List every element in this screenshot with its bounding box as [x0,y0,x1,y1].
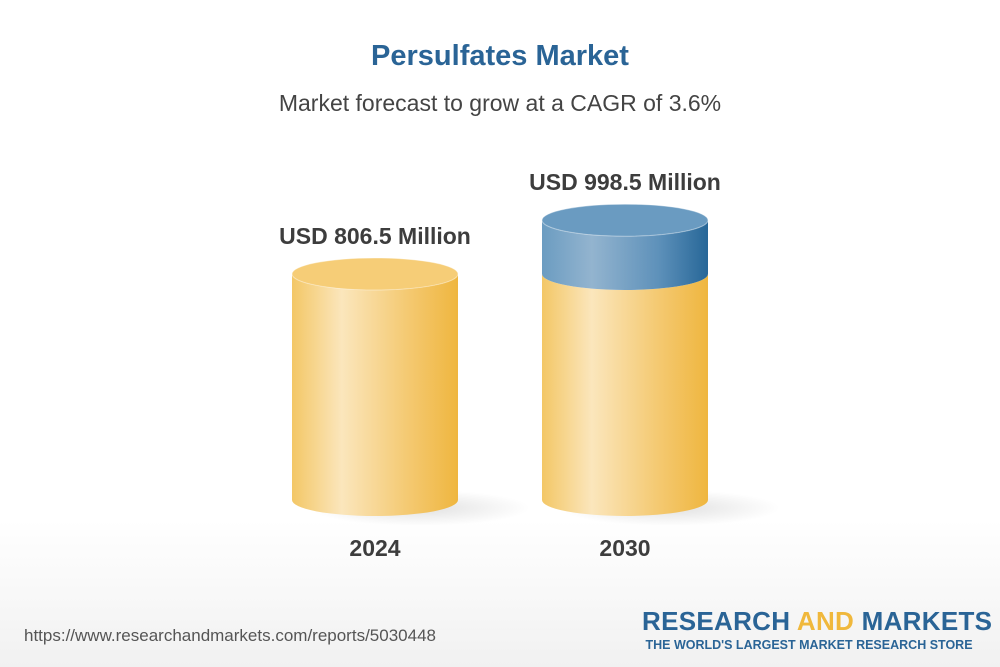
logo-tagline: THE WORLD'S LARGEST MARKET RESEARCH STOR… [645,638,973,652]
logo-text-and: AND [796,606,855,636]
data-label: USD 806.5 Million [279,223,471,249]
bar-2030-base-body [542,274,708,516]
bar-2030-growth-top [541,203,709,237]
bar-2030-growth-body [542,220,708,290]
bar-2024-top [291,257,459,291]
cylinder-chart: USD 806.5 Million 2024 USD 998.5 Million 20… [279,169,780,561]
chart-subtitle: Market forecast to grow at a CAGR of 3.6… [278,90,722,116]
category-label: 2024 [349,535,400,561]
bar-2024-body [292,274,458,516]
source-url[interactable]: https://www.researchandmarkets.com/repor… [24,626,436,645]
data-label: USD 998.5 Million [529,169,721,195]
category-label: 2030 [599,535,650,561]
chart-title: Persulfates Market [371,40,629,72]
logo-text: RESEARCH [642,606,797,636]
research-and-markets-logo: RESEARCH AND MARKETS THE WORLD'S LARGEST… [642,606,992,652]
logo-text-markets: MARKETS [854,606,993,636]
